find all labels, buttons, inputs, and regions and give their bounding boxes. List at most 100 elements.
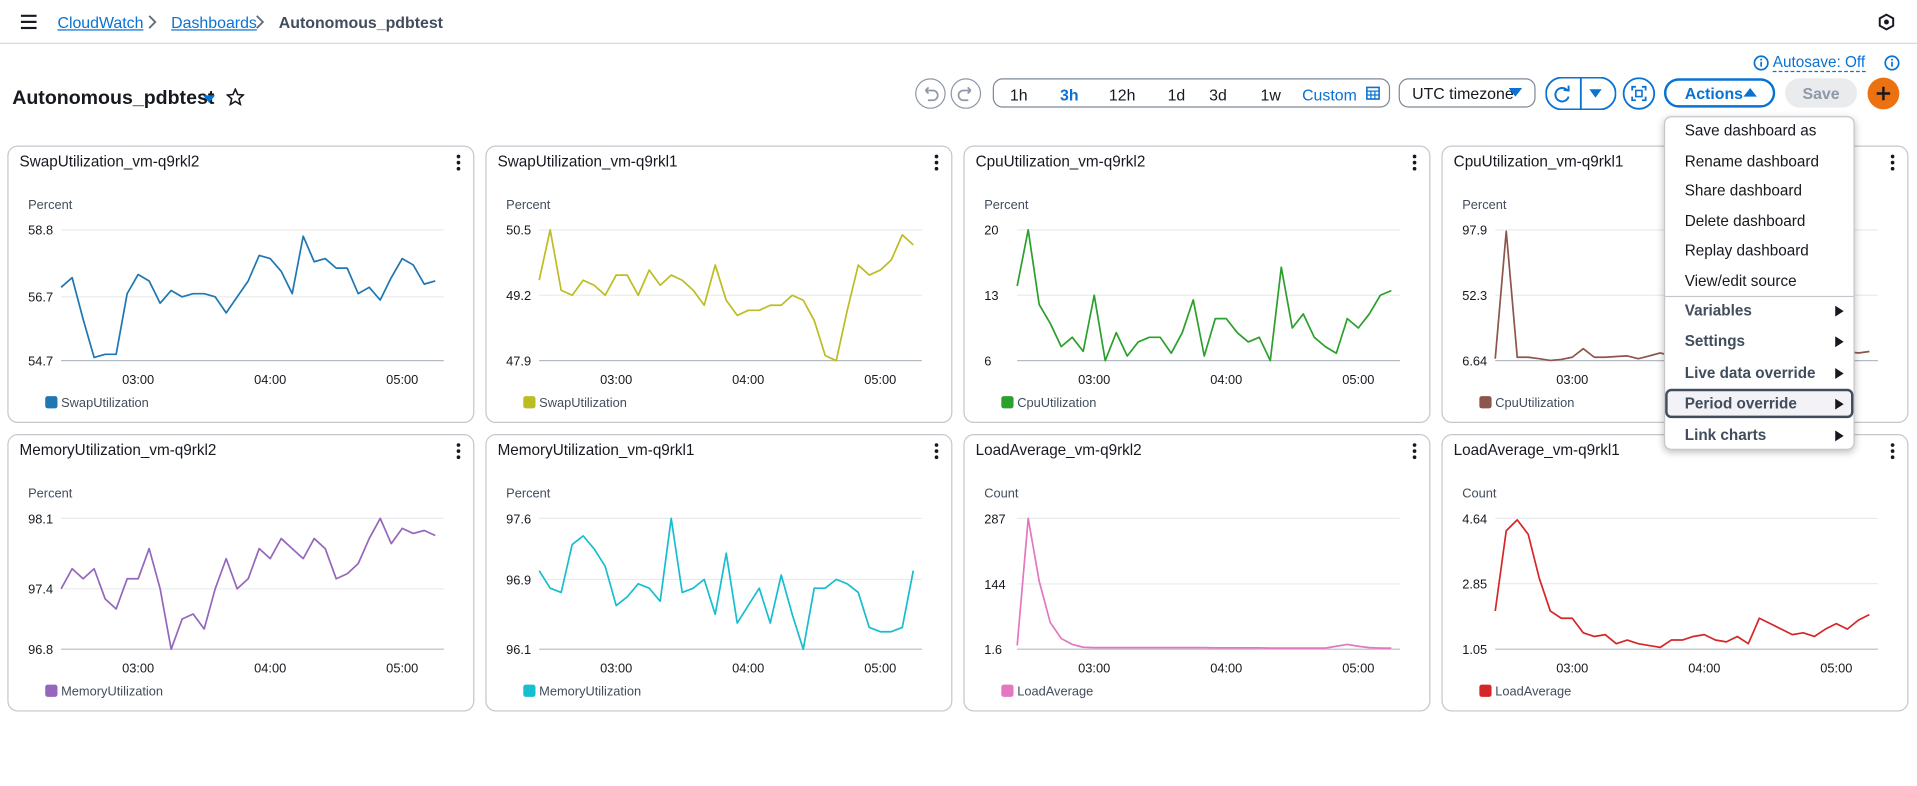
- x-tick-label: 05:00: [1342, 372, 1374, 387]
- widget-frame: [7, 434, 475, 712]
- legend-label: CpuUtilization: [1495, 395, 1574, 410]
- menu-item[interactable]: Replay dashboard: [1684, 242, 1809, 260]
- actions-button[interactable]: Actions: [1663, 78, 1776, 108]
- legend-swatch: [523, 684, 536, 697]
- menu-item[interactable]: Share dashboard: [1684, 182, 1802, 200]
- data-line: [1016, 517, 1392, 649]
- time-range-option[interactable]: 1w: [1260, 85, 1281, 104]
- calendar-icon[interactable]: [1366, 86, 1381, 101]
- x-tick-label: 03:00: [1556, 372, 1588, 387]
- legend-swatch: [1479, 396, 1492, 409]
- settings-icon[interactable]: [1878, 13, 1895, 31]
- widget-chart: LoadAverage_vm-q9rkl1 Count 1.05 2.85 4.64 03…: [1441, 434, 1909, 712]
- y-axis-label: Percent: [1462, 197, 1507, 212]
- y-tick-label: 96.8: [28, 642, 53, 657]
- widget-menu-dot: [934, 455, 939, 460]
- info-icon[interactable]: [1753, 55, 1769, 71]
- widget: MemoryUtilization_vm-q9rkl1 Percent 96.1 96…: [485, 434, 953, 712]
- dashboard-title: Autonomous_pdbtest: [12, 88, 215, 109]
- y-tick-label: 97.9: [1462, 223, 1487, 238]
- data-line: [538, 228, 914, 362]
- widget-menu-dot: [1890, 160, 1895, 165]
- y-axis-label: Percent: [506, 486, 551, 501]
- chevron: [148, 15, 157, 29]
- widget-frame: [963, 145, 1431, 424]
- title-dropdown[interactable]: [202, 94, 217, 104]
- submenu-item[interactable]: Variables: [1684, 301, 1752, 320]
- breadcrumb[interactable]: CloudWatch: [57, 13, 144, 32]
- y-tick-label: 2.85: [1462, 576, 1487, 591]
- arrow-shape: [1835, 305, 1844, 317]
- widget-title: LoadAverage_vm-q9rkl1: [1454, 442, 1620, 459]
- time-range-option[interactable]: 1h: [1009, 85, 1028, 104]
- widget-menu-dot: [934, 160, 939, 165]
- y-tick-label: 52.3: [1462, 288, 1487, 303]
- y-tick-label: 144: [984, 577, 1005, 592]
- legend-label: CpuUtilization: [1017, 395, 1096, 410]
- widget: SwapUtilization_vm-q9rkl1 Percent 47.9 49.2…: [485, 145, 953, 424]
- widget-menu-dot: [456, 154, 461, 159]
- legend-label: MemoryUtilization: [539, 684, 641, 699]
- autosave-toggle[interactable]: Autosave: Off: [1772, 53, 1866, 73]
- timezone-select[interactable]: UTC timezone: [1398, 78, 1536, 108]
- y-axis-label: Percent: [28, 197, 73, 212]
- legend-swatch: [1479, 684, 1492, 697]
- favorite-star[interactable]: [226, 88, 245, 107]
- menu-icon[interactable]: [20, 14, 37, 30]
- widget-menu-dot: [456, 160, 461, 165]
- x-tick-label: 05:00: [1342, 660, 1374, 675]
- time-range-option[interactable]: 3h: [1059, 85, 1079, 104]
- time-range-option[interactable]: 1d: [1167, 85, 1186, 104]
- x-tick-label: 04:00: [732, 372, 764, 387]
- widget-frame: [7, 145, 475, 424]
- menu-item[interactable]: View/edit source: [1684, 272, 1797, 290]
- submenu-item[interactable]: Period override: [1684, 395, 1797, 413]
- widget-menu-dot: [1412, 166, 1417, 171]
- legend-label: MemoryUtilization: [61, 684, 163, 699]
- time-range-option[interactable]: 12h: [1108, 85, 1136, 104]
- y-tick-label: 47.9: [506, 354, 531, 369]
- arrow-shape: [1835, 398, 1844, 410]
- widget-menu-dot: [934, 154, 939, 159]
- y-tick-label: 6.64: [1462, 354, 1487, 369]
- info-icon[interactable]: [1884, 55, 1900, 71]
- legend-swatch: [1001, 396, 1014, 409]
- widget-menu-dot: [934, 449, 939, 453]
- y-tick-label: 98.1: [28, 511, 53, 526]
- x-tick-label: 03:00: [600, 372, 632, 387]
- y-tick-label: 4.64: [1462, 511, 1487, 526]
- add-widget-button[interactable]: [1867, 77, 1900, 110]
- legend-swatch: [1001, 684, 1014, 697]
- widget-menu-dot: [456, 449, 461, 453]
- x-tick-label: 03:00: [600, 660, 632, 675]
- menu-item[interactable]: Save dashboard as: [1684, 122, 1817, 140]
- menu-item[interactable]: Rename dashboard: [1684, 152, 1819, 170]
- menu-separator: [1665, 295, 1854, 298]
- submenu-item[interactable]: Link charts: [1684, 426, 1767, 444]
- fullscreen-button[interactable]: [1622, 77, 1656, 110]
- undo-redo[interactable]: [915, 77, 983, 110]
- y-tick-label: 6: [984, 354, 991, 369]
- widget-menu-dot: [456, 455, 461, 460]
- dropdown-caret: [1508, 88, 1523, 97]
- submenu-item[interactable]: Settings: [1684, 333, 1746, 351]
- save-button[interactable]: Save: [1784, 78, 1858, 108]
- menu-item[interactable]: Delete dashboard: [1684, 212, 1806, 230]
- submenu-item[interactable]: Live data override: [1684, 364, 1816, 382]
- y-tick-label: 97.6: [506, 511, 531, 526]
- widget-chart: SwapUtilization_vm-q9rkl1 Percent 47.9 49.2…: [485, 145, 953, 424]
- time-range-selector: 1h 3h 12h 1d 3d 1w Custom: [992, 78, 1391, 108]
- widget-frame: [963, 434, 1431, 712]
- breadcrumb-current: Autonomous_pdbtest: [278, 13, 443, 32]
- x-tick-label: 05:00: [386, 372, 418, 387]
- widget-title: CpuUtilization_vm-q9rkl1: [1454, 153, 1624, 170]
- widget-menu-dot: [1890, 166, 1895, 171]
- y-tick-label: 97.4: [28, 582, 53, 597]
- widget-menu-dot: [934, 166, 939, 171]
- breadcrumb[interactable]: Dashboards: [171, 13, 257, 32]
- time-range-option[interactable]: 3d: [1209, 85, 1227, 104]
- refresh-button[interactable]: [1545, 77, 1617, 111]
- time-range-option[interactable]: Custom: [1302, 85, 1357, 104]
- x-tick-label: 03:00: [1078, 372, 1110, 387]
